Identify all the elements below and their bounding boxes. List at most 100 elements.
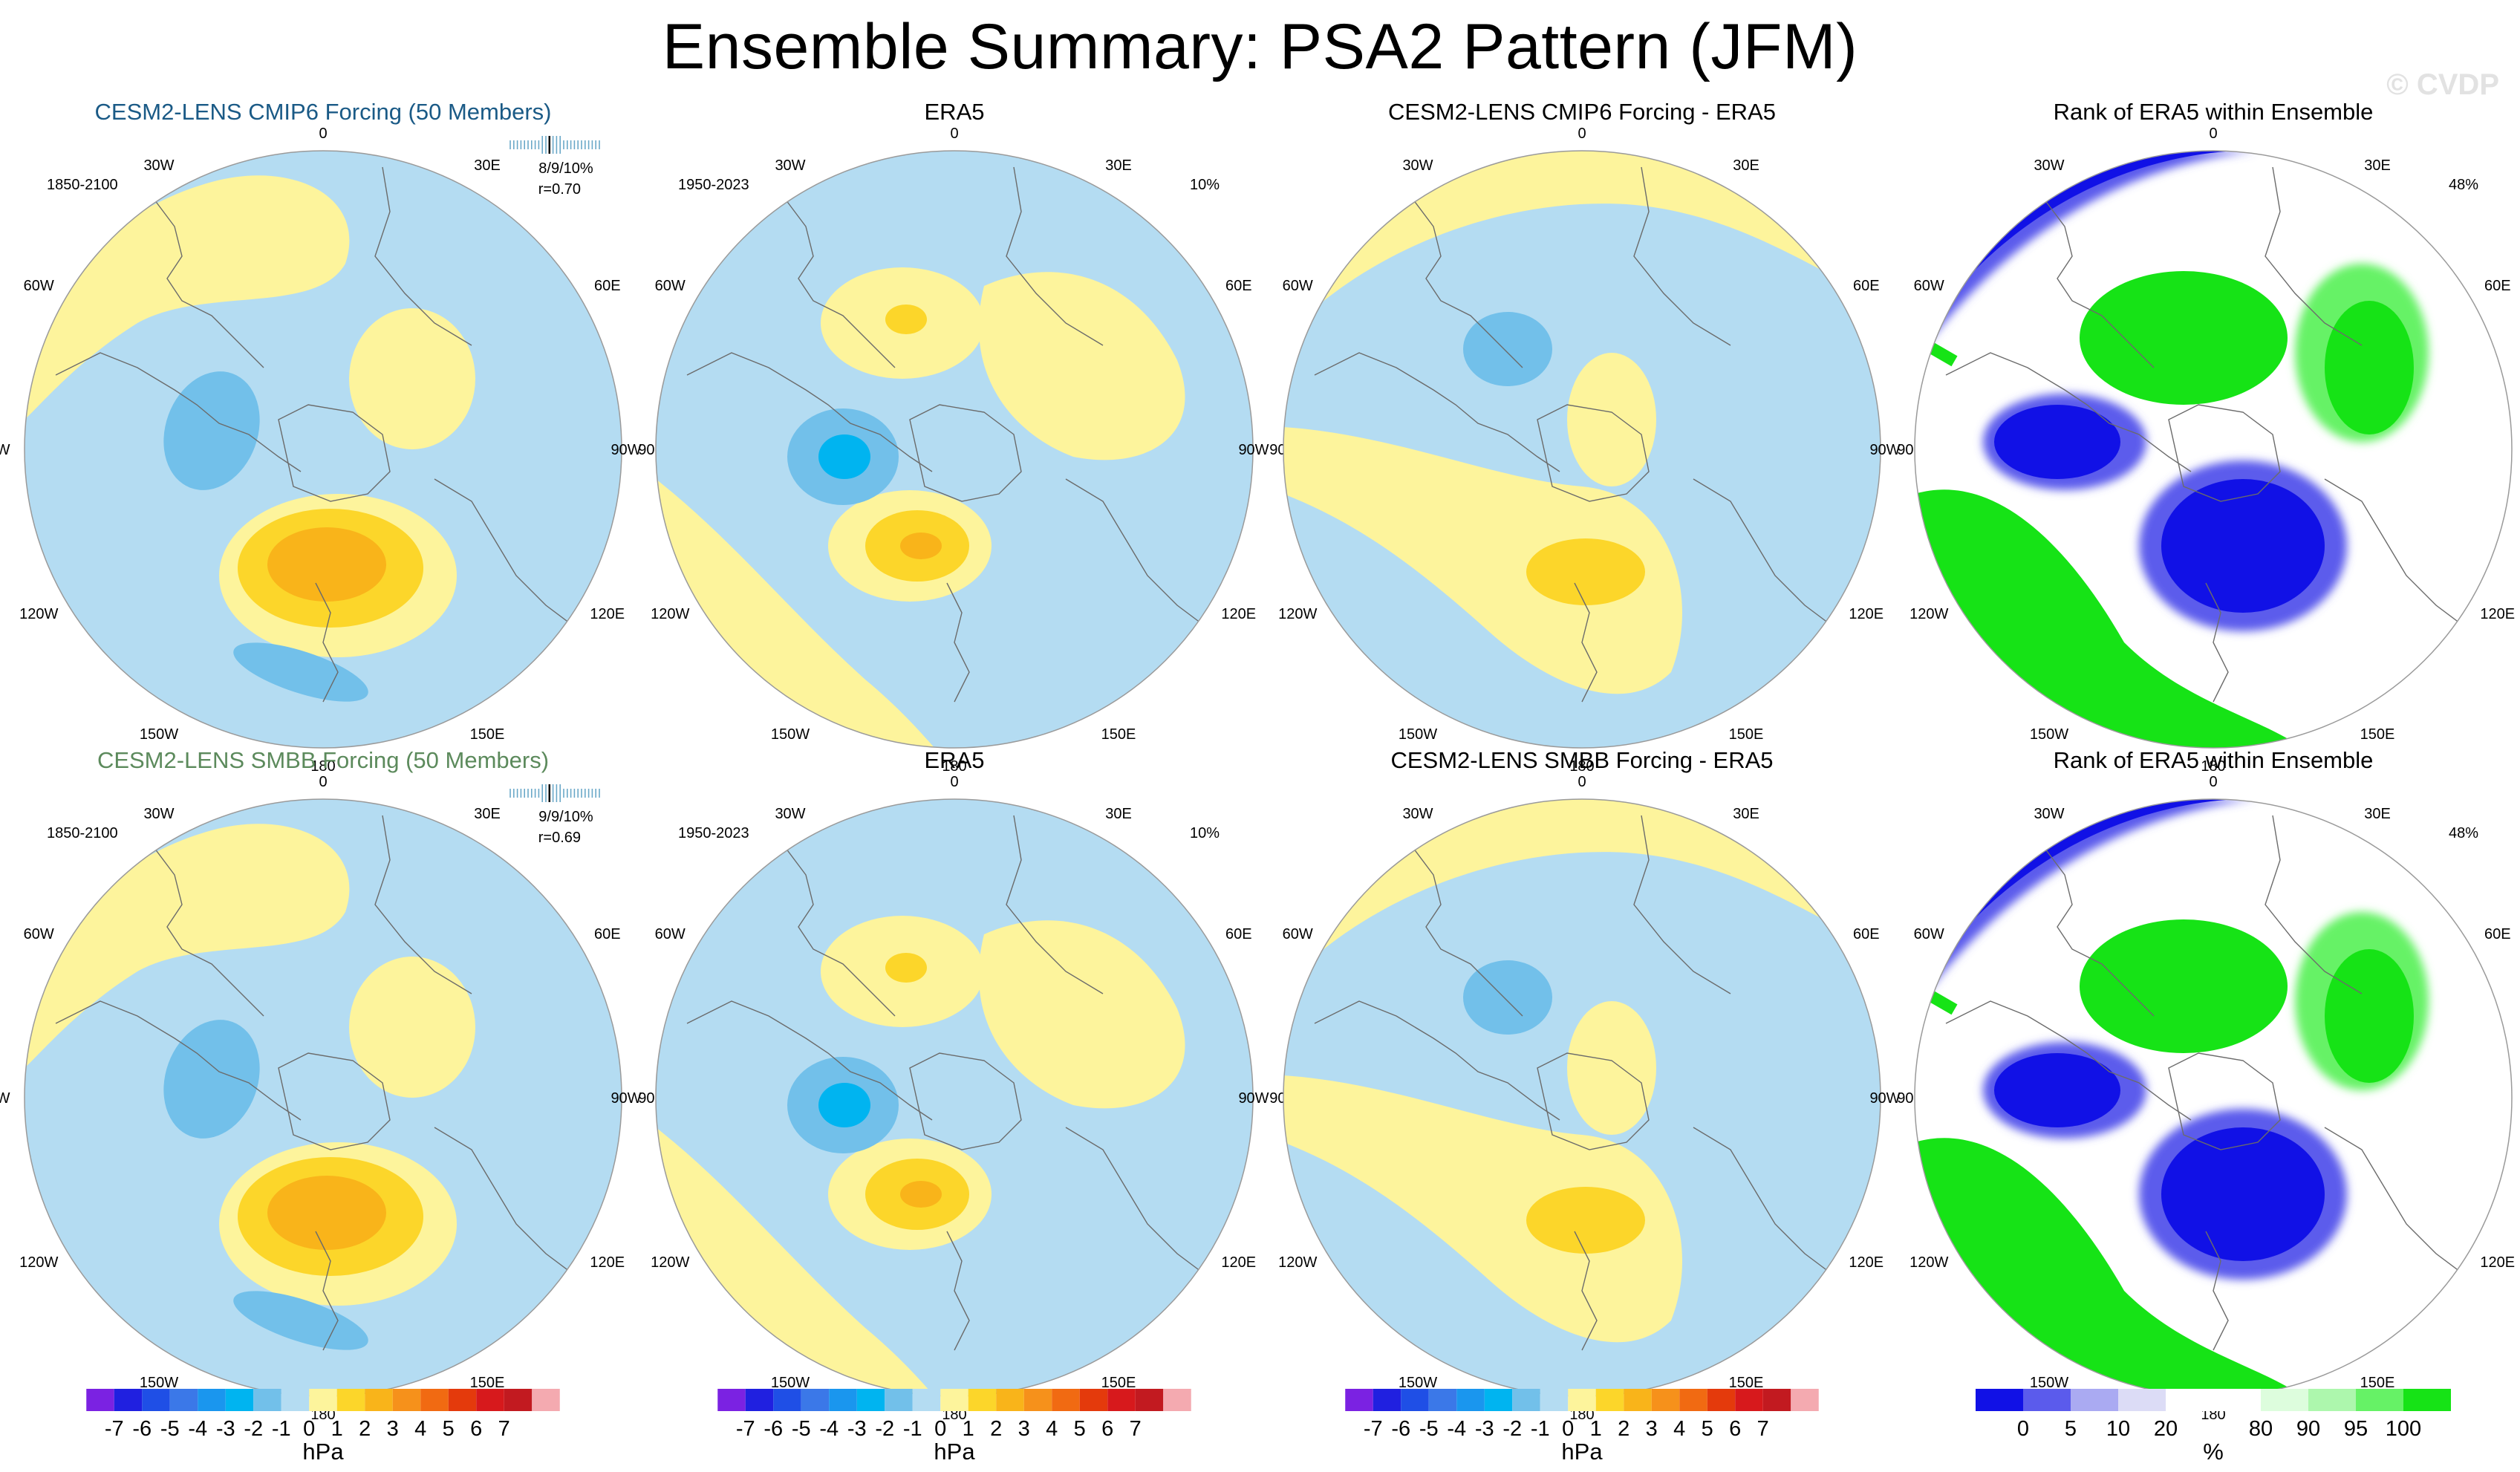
panel-title: CESM2-LENS CMIP6 Forcing (50 Members) [95, 99, 552, 125]
longitude-label: 120E [2480, 1254, 2515, 1271]
colorbar-unit: hPa [1561, 1439, 1603, 1465]
colorbar-swatch [717, 1389, 746, 1411]
colorbar-swatch [1791, 1389, 1819, 1411]
colorbar-swatch [1512, 1389, 1540, 1411]
negative-region [818, 1083, 870, 1127]
colorbar-tick-label: 4 [1046, 1417, 1058, 1441]
colorbar-swatch [1373, 1389, 1401, 1411]
colorbar-tick-label: -4 [188, 1417, 207, 1441]
coastline [946, 582, 970, 703]
longitude-label: 0 [2209, 774, 2217, 790]
longitude-label: 30E [1105, 157, 1132, 174]
colorbar-swatch [1679, 1389, 1707, 1411]
colorbar-tick-label: 10 [2106, 1417, 2130, 1441]
colorbar-swatch [198, 1389, 226, 1411]
panel-7: CESM2-LENS SMBB Forcing - ERA5030E60E90E… [1238, 747, 1923, 1423]
panel-5: CESM2-LENS SMBB Forcing (50 Members)0 30E… [0, 747, 665, 1423]
coastline [55, 352, 302, 472]
colorbar-tick-label: -5 [160, 1417, 180, 1441]
period-label: 1850-2100 [47, 177, 118, 193]
longitude-label: 30W [775, 806, 805, 822]
coastline [1633, 815, 1731, 994]
coastline [315, 582, 339, 703]
colorbar-swatch [1651, 1389, 1680, 1411]
panel-1: CESM2-LENS CMIP6 Forcing (50 Members)0 30… [0, 99, 665, 775]
colorbar-swatch [1624, 1389, 1652, 1411]
coastline [783, 844, 896, 1017]
positive-region [1283, 799, 1881, 986]
negative-region [163, 371, 260, 490]
coastline [909, 1052, 1022, 1150]
longitude-label: 0 [319, 126, 327, 142]
colorbar-tick-label: -7 [736, 1417, 755, 1441]
longitude-label: 150E [1101, 1375, 1136, 1391]
colorbar-swatch [1707, 1389, 1736, 1411]
colorbar-tick-label: -1 [1531, 1417, 1550, 1441]
colorbar-tick-label: 7 [1130, 1417, 1142, 1441]
colorbar-tick-label: -7 [105, 1417, 124, 1441]
colorbar-swatch [336, 1389, 365, 1411]
positive-region [267, 1176, 386, 1250]
colorbar-tick-label: -4 [1447, 1417, 1466, 1441]
coastline [1314, 1000, 1560, 1121]
longitude-label: 120E [1849, 1254, 1884, 1271]
period-label: 1950-2023 [678, 177, 749, 193]
colorbar-tick-label: 0 [2017, 1417, 2029, 1441]
colorbar-tick-label: 80 [2249, 1417, 2273, 1441]
colorbar-swatch [2166, 1389, 2213, 1411]
coastline [1693, 1127, 1835, 1277]
colorbar-tick-label: 0 [1562, 1417, 1574, 1441]
longitude-label: 30W [1402, 806, 1433, 822]
coastline [1633, 166, 1731, 346]
map-border [1283, 150, 1881, 749]
colorbar-tick-label: -3 [216, 1417, 235, 1441]
coastline [2324, 478, 2467, 628]
longitude-label: 30E [2364, 806, 2391, 822]
longitude-label: 120W [19, 1254, 58, 1271]
positive-region [885, 305, 927, 334]
longitude-label: 60W [24, 926, 54, 942]
colorbar-swatch [448, 1389, 477, 1411]
panel-6: ERA5030E60E90E120E150E180150W120W90W60W3… [611, 747, 1295, 1423]
colorbar-4: 0 5 10 20 80 90 95 100% [1976, 1389, 2451, 1465]
coastline [2324, 1127, 2467, 1277]
map-field [25, 151, 622, 748]
rank-high-region [2080, 271, 2288, 405]
coastline [1945, 352, 2192, 472]
colorbar-swatch [1595, 1389, 1624, 1411]
colorbar-tick-label: -2 [875, 1417, 894, 1441]
map-field [1283, 151, 1881, 748]
longitude-label: 120E [590, 1254, 625, 1271]
negative-region [1463, 312, 1552, 386]
panel-title: ERA5 [925, 99, 985, 125]
map-border [24, 150, 622, 749]
colorbar-tick-label: -1 [272, 1417, 291, 1441]
colorbar-swatch [745, 1389, 774, 1411]
map-field [656, 151, 1253, 748]
colorbar-swatch [1163, 1389, 1191, 1411]
coastline [1006, 815, 1104, 994]
colorbar-swatch [225, 1389, 254, 1411]
positive-region [1526, 1187, 1645, 1254]
colorbar-swatch [2118, 1389, 2166, 1411]
longitude-label: 30E [474, 157, 501, 174]
colorbar-swatch [1401, 1389, 1429, 1411]
panel-title: CESM2-LENS SMBB Forcing - ERA5 [1390, 747, 1773, 773]
rank-high-region [2325, 949, 2414, 1083]
coastline [909, 404, 1022, 502]
coastline [1945, 1000, 2192, 1121]
longitude-label: 30W [143, 157, 174, 174]
longitude-label: 0 [1578, 126, 1586, 142]
longitude-label: 60E [594, 926, 621, 942]
coastline [2205, 582, 2229, 703]
correlation-label: r=0.70 [538, 181, 581, 198]
longitude-label: 30E [1105, 806, 1132, 822]
colorbar-swatch [142, 1389, 170, 1411]
rank-low-region [2161, 479, 2325, 613]
coastline [278, 1052, 391, 1150]
colorbar-swatch [86, 1389, 114, 1411]
longitude-label: 60E [2484, 278, 2511, 294]
map-field [25, 799, 622, 1396]
period-label: 1850-2100 [47, 825, 118, 841]
